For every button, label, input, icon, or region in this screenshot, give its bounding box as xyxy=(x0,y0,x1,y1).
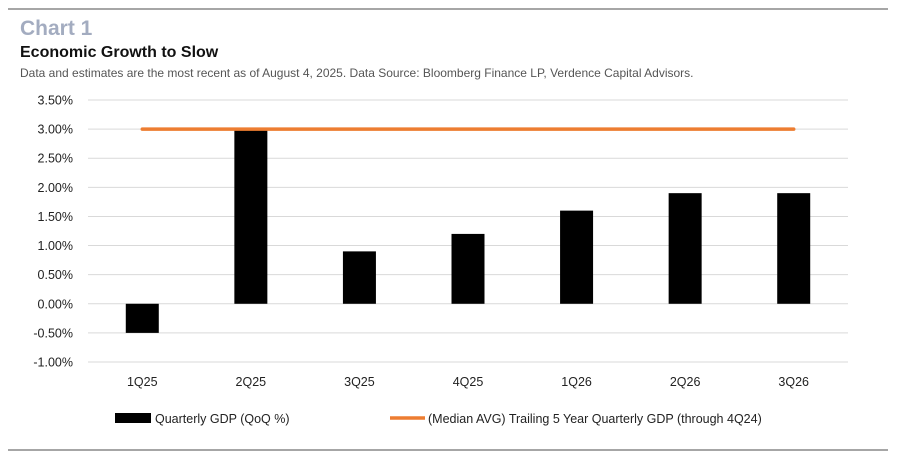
y-tick-label: 1.50% xyxy=(38,210,73,224)
x-tick-label: 3Q25 xyxy=(344,375,375,389)
legend: Quarterly GDP (QoQ %) (Median AVG) Traili… xyxy=(115,412,762,426)
x-tick-label: 1Q26 xyxy=(561,375,592,389)
bar-4Q25 xyxy=(451,233,485,304)
gridlines xyxy=(88,99,848,363)
bottom-rule xyxy=(8,449,888,451)
bar-3Q26 xyxy=(777,193,811,304)
x-axis-ticks: 1Q25 2Q25 3Q25 4Q25 1Q26 2Q26 3Q26 xyxy=(127,375,809,389)
bar-2Q25 xyxy=(234,129,268,304)
chart-title: Economic Growth to Slow xyxy=(20,44,219,61)
x-tick-label: 2Q25 xyxy=(236,375,267,389)
y-tick-label: 0.00% xyxy=(38,297,73,311)
y-tick-label: 3.50% xyxy=(38,94,73,108)
x-tick-label: 3Q26 xyxy=(778,375,809,389)
x-tick-label: 1Q25 xyxy=(127,375,158,389)
y-tick-label: -0.50% xyxy=(33,326,73,340)
chart-subtitle: Data and estimates are the most recent a… xyxy=(20,66,694,80)
y-tick-label: 1.00% xyxy=(38,239,73,253)
x-tick-label: 2Q26 xyxy=(670,375,701,389)
top-rule xyxy=(8,8,888,10)
y-axis-ticks: 3.50% 3.00% 2.50% 2.00% 1.50% 1.00% 0.50% 0.00%… xyxy=(33,94,73,370)
chart-number: Chart 1 xyxy=(20,17,93,40)
legend-bar-label: Quarterly GDP (QoQ %) xyxy=(155,412,290,426)
y-tick-label: 3.00% xyxy=(38,123,73,137)
y-tick-label: 2.00% xyxy=(38,181,73,195)
y-tick-label: 0.50% xyxy=(38,268,73,282)
legend-line-label: (Median AVG) Trailing 5 Year Quarterly G… xyxy=(428,412,762,426)
bar-2Q26 xyxy=(668,193,702,304)
legend-bar-swatch xyxy=(115,413,151,423)
bar-1Q25 xyxy=(125,303,159,333)
bar-series xyxy=(125,129,811,333)
y-tick-label: 2.50% xyxy=(38,152,73,166)
bar-1Q26 xyxy=(560,210,594,304)
y-tick-label: -1.00% xyxy=(33,356,73,370)
x-tick-label: 4Q25 xyxy=(453,375,484,389)
bar-3Q25 xyxy=(342,251,376,304)
